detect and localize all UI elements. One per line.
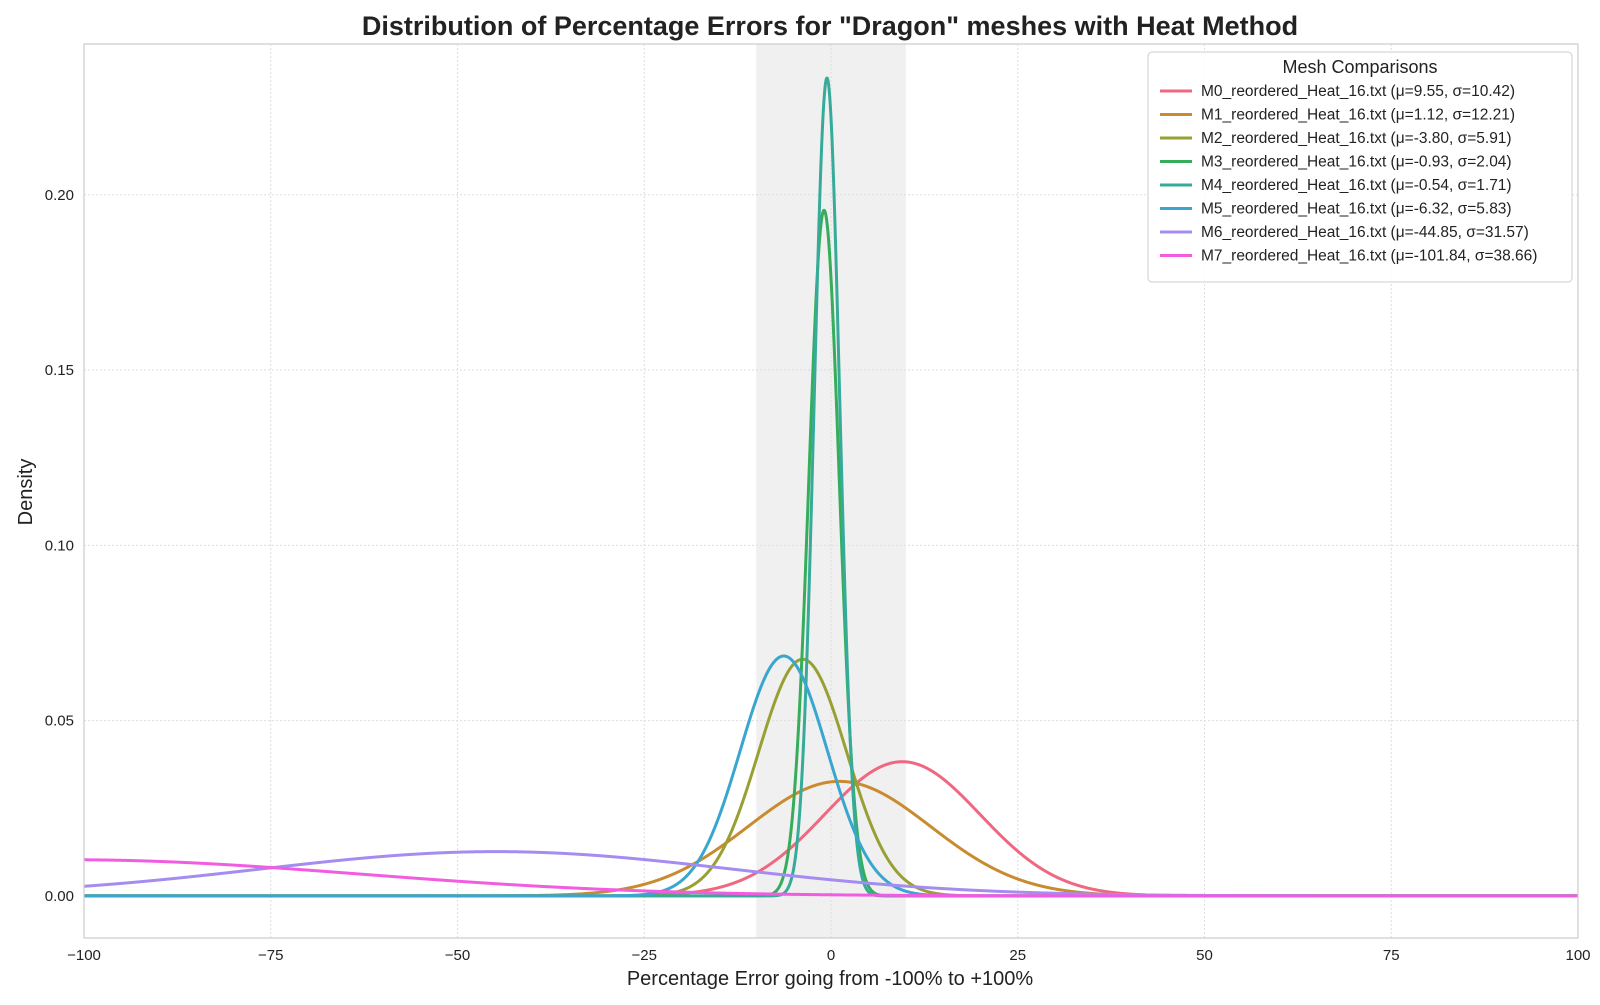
x-tick-label: −50 bbox=[445, 947, 470, 964]
legend-label-m6: M6_reordered_Heat_16.txt (μ=-44.85, σ=31… bbox=[1201, 224, 1529, 241]
x-tick-label: 50 bbox=[1196, 947, 1213, 964]
x-tick-label: 25 bbox=[1009, 947, 1026, 964]
x-axis-label: Percentage Error going from -100% to +10… bbox=[627, 968, 1034, 990]
legend-title: Mesh Comparisons bbox=[1282, 57, 1437, 77]
y-tick-label: 0.00 bbox=[45, 888, 74, 905]
x-tick-label: 75 bbox=[1383, 947, 1400, 964]
x-tick-label: −75 bbox=[258, 947, 283, 964]
y-tick-label: 0.10 bbox=[45, 537, 74, 554]
y-axis-label: Density bbox=[15, 459, 37, 526]
legend-label-m0: M0_reordered_Heat_16.txt (μ=9.55, σ=10.4… bbox=[1201, 83, 1515, 100]
legend-label-m3: M3_reordered_Heat_16.txt (μ=-0.93, σ=2.0… bbox=[1201, 154, 1512, 171]
series-line-m7 bbox=[82, 858, 1580, 898]
y-tick-label: 0.05 bbox=[45, 713, 74, 730]
x-tick-label: 0 bbox=[827, 947, 835, 964]
legend-box bbox=[1147, 51, 1573, 283]
x-tick-label: −25 bbox=[632, 947, 657, 964]
plot-frame bbox=[83, 43, 1579, 939]
legend-label-m2: M2_reordered_Heat_16.txt (μ=-3.80, σ=5.9… bbox=[1201, 130, 1512, 147]
y-tick-label: 0.15 bbox=[45, 362, 74, 379]
x-tick-label: 100 bbox=[1565, 947, 1590, 964]
legend-label-m4: M4_reordered_Heat_16.txt (μ=-0.54, σ=1.7… bbox=[1201, 177, 1512, 194]
legend-label-m1: M1_reordered_Heat_16.txt (μ=1.12, σ=12.2… bbox=[1201, 107, 1515, 124]
y-tick-label: 0.20 bbox=[45, 187, 74, 204]
chart-title: Distribution of Percentage Errors for "D… bbox=[362, 11, 1298, 41]
legend-label-m5: M5_reordered_Heat_16.txt (μ=-6.32, σ=5.8… bbox=[1201, 201, 1512, 218]
legend: Mesh Comparisons M0_reordered_Heat_16.txt… bbox=[1147, 51, 1573, 283]
legend-label-m7: M7_reordered_Heat_16.txt (μ=-101.84, σ=3… bbox=[1201, 248, 1537, 265]
x-tick-label: −100 bbox=[67, 947, 101, 964]
